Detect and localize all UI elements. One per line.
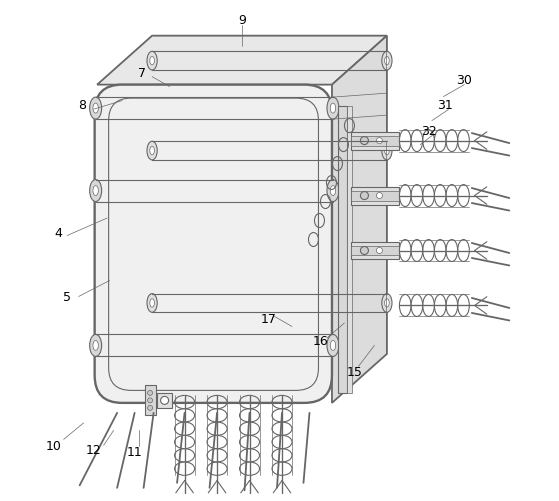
Circle shape [148, 405, 153, 410]
Text: 10: 10 [46, 440, 61, 453]
Ellipse shape [93, 103, 98, 113]
Bar [352, 136, 399, 146]
Bar [352, 132, 399, 150]
Bar [348, 106, 352, 393]
Text: 15: 15 [347, 366, 362, 379]
Ellipse shape [89, 335, 102, 356]
Bar [352, 241, 399, 260]
Circle shape [376, 192, 382, 198]
Circle shape [361, 246, 368, 255]
Text: 12: 12 [86, 444, 102, 457]
Ellipse shape [150, 146, 154, 155]
Text: 9: 9 [238, 14, 246, 27]
Text: 32: 32 [421, 125, 437, 138]
Ellipse shape [93, 185, 98, 195]
Ellipse shape [147, 141, 157, 160]
FancyBboxPatch shape [94, 85, 332, 403]
Ellipse shape [327, 97, 339, 119]
Ellipse shape [382, 294, 392, 312]
Text: 30: 30 [456, 74, 472, 87]
Ellipse shape [385, 146, 389, 155]
Ellipse shape [327, 335, 339, 356]
Ellipse shape [382, 141, 392, 160]
Text: 11: 11 [127, 446, 143, 459]
Text: 31: 31 [438, 99, 453, 112]
Ellipse shape [147, 294, 157, 312]
Ellipse shape [382, 51, 392, 70]
Ellipse shape [93, 341, 98, 350]
Circle shape [376, 247, 382, 254]
Polygon shape [332, 36, 387, 403]
Ellipse shape [327, 179, 339, 201]
Circle shape [148, 398, 153, 403]
Text: 4: 4 [55, 226, 63, 239]
Circle shape [376, 138, 382, 144]
Bar [352, 186, 399, 204]
Bar [352, 190, 399, 200]
Text: 5: 5 [63, 292, 71, 305]
Text: 16: 16 [312, 335, 328, 348]
Text: 8: 8 [78, 99, 86, 112]
Bar [338, 106, 348, 393]
Ellipse shape [385, 57, 389, 65]
Ellipse shape [330, 341, 335, 350]
Circle shape [148, 390, 153, 395]
Ellipse shape [89, 179, 102, 201]
Ellipse shape [147, 51, 157, 70]
Ellipse shape [150, 299, 154, 307]
Bar [352, 245, 399, 256]
Bar [157, 393, 172, 408]
Text: 17: 17 [260, 313, 277, 326]
Bar [145, 385, 155, 415]
Text: 7: 7 [138, 67, 146, 80]
Circle shape [361, 137, 368, 145]
Circle shape [361, 191, 368, 199]
Ellipse shape [150, 57, 154, 65]
Ellipse shape [330, 103, 335, 113]
Circle shape [160, 396, 169, 404]
Ellipse shape [385, 299, 389, 307]
Ellipse shape [89, 97, 102, 119]
Polygon shape [97, 36, 387, 85]
Ellipse shape [330, 185, 335, 195]
